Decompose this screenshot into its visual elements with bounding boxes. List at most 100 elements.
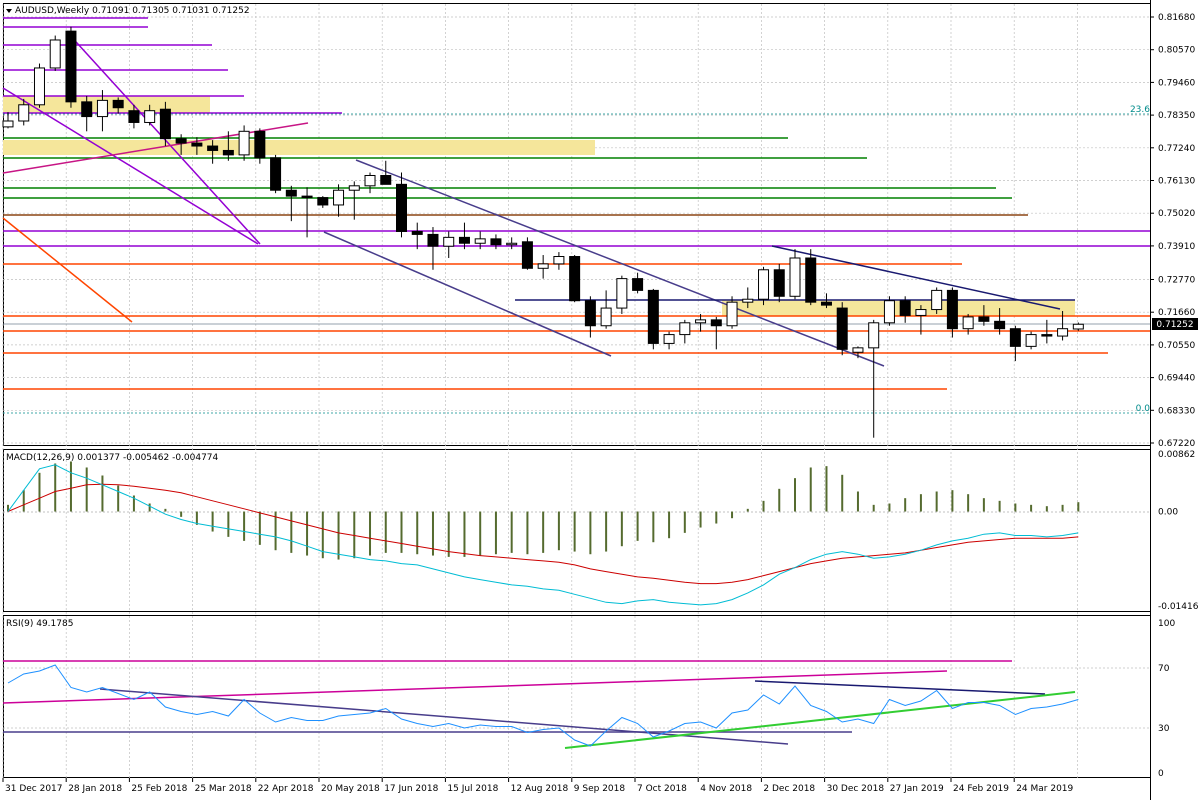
candle-bull [962, 316, 974, 330]
candle-bull [852, 347, 864, 353]
time-tick-label: 12 Aug 2018 [511, 784, 569, 794]
rsi-axis: 100 70 30 0 [1158, 619, 1175, 779]
candle-bull [600, 307, 612, 327]
rsi-tick-label: 0 [1158, 769, 1164, 779]
time-tick-label: 15 Jul 2018 [447, 784, 498, 794]
candle-bull [868, 322, 880, 349]
time-tick-label: 2 Dec 2018 [763, 784, 815, 794]
supply-zone-middle [3, 140, 595, 155]
macd-axis: 0.00862 0.00 -0.01416 [1158, 450, 1199, 612]
candle-bear [584, 300, 596, 327]
price-tick-label: 0.72770 [1158, 275, 1195, 285]
price-tick-label: 0.73910 [1158, 242, 1195, 252]
candle-bear [270, 157, 282, 191]
candle-bear [490, 238, 502, 246]
fib-label-0-0: 0.0 [1136, 404, 1151, 414]
candle-bull [789, 257, 801, 297]
candle-bear [899, 300, 911, 316]
candle-bull [49, 39, 61, 69]
rsi-tick-label: 70 [1158, 664, 1170, 674]
rsi-falling-navy-line [99, 688, 789, 745]
rsi-line [7, 664, 1079, 747]
candle-bull [96, 99, 108, 118]
macd-tick-label: 0.00 [1158, 508, 1178, 518]
price-tick-label: 0.67220 [1158, 439, 1195, 449]
time-tick-label: 30 Dec 2018 [827, 784, 885, 794]
time-tick-label: 27 Jan 2019 [890, 784, 944, 794]
candle-bull [553, 256, 565, 265]
macd-title: MACD(12,26,9) 0.001377 -0.005462 -0.0047… [6, 453, 219, 463]
candle-bull [915, 309, 927, 316]
candle-bear [836, 307, 848, 350]
candle-bear [128, 110, 140, 123]
candle-bull [695, 319, 707, 324]
candle-bull [33, 67, 45, 106]
time-tick-label: 20 May 2018 [321, 784, 380, 794]
rsi-green-trendline [564, 691, 1076, 749]
time-tick-label: 25 Mar 2018 [195, 784, 252, 794]
candle-bull [238, 130, 250, 156]
candle-bear [1041, 334, 1053, 337]
candle-bear [207, 145, 219, 151]
time-tick-label: 17 Jun 2018 [384, 784, 438, 794]
navy-channel-upper [355, 159, 885, 367]
candle-bear [285, 189, 297, 197]
macd-tick-label: -0.01416 [1158, 602, 1199, 612]
candle-bear [946, 289, 958, 330]
candle-bear [222, 149, 234, 156]
time-tick-label: 31 Dec 2017 [5, 784, 63, 794]
price-tick-label: 0.79460 [1158, 78, 1195, 88]
candle-bull [506, 242, 518, 246]
candle-bull [144, 110, 156, 123]
macd-histogram [7, 461, 1080, 560]
candle-bull [1025, 334, 1037, 347]
candle-bear [805, 257, 817, 303]
time-tick-label: 22 Apr 2018 [258, 784, 314, 794]
candle-bear [994, 320, 1006, 330]
price-tick-label: 0.80570 [1158, 46, 1195, 56]
candle-bear [647, 289, 659, 344]
candle-bear [710, 319, 722, 327]
symbol-menu-arrow-icon[interactable] [6, 9, 12, 13]
candle-bull [1057, 328, 1069, 337]
candle-bear [569, 256, 581, 302]
fib-label-23-6: 23.6 [1130, 105, 1150, 115]
price-tick-label: 0.71660 [1158, 308, 1195, 318]
rsi-descending-line [754, 680, 1046, 695]
candle-bull [364, 174, 376, 187]
rsi-rising-magenta-line [2, 670, 948, 704]
time-tick-label: 24 Mar 2019 [1016, 784, 1073, 794]
grid [2, 4, 1150, 778]
candle-bull [443, 236, 455, 247]
resistance-zone [722, 300, 1075, 316]
navy-channel-lower [323, 231, 612, 357]
candles [2, 26, 1084, 438]
price-tick-label: 0.76130 [1158, 177, 1195, 187]
candle-bull [726, 301, 738, 327]
price-tick-label: 0.75020 [1158, 209, 1195, 219]
price-tick-label: 0.70550 [1158, 341, 1195, 351]
candle-bull [1072, 323, 1084, 330]
purple-channel-lower [2, 87, 259, 245]
candle-bear [159, 108, 171, 140]
price-tick-label: 0.81680 [1158, 13, 1195, 23]
candle-bear [411, 230, 423, 235]
candle-bear [380, 174, 392, 185]
price-tick-label: 0.68330 [1158, 406, 1195, 416]
candle-bull [474, 238, 486, 244]
macd-main-line [7, 464, 1079, 606]
rsi-tick-label: 30 [1158, 724, 1170, 734]
rsi-title: RSI(9) 49.1785 [6, 619, 73, 629]
candle-bear [632, 278, 644, 291]
rsi-tick-label: 100 [1158, 619, 1175, 629]
candle-bear [773, 269, 785, 297]
time-axis: 31 Dec 2017 28 Jan 2018 25 Feb 2018 25 Mar … [2, 778, 1074, 794]
candle-bear [317, 197, 329, 206]
candle-bear [978, 316, 990, 322]
candle-bull [663, 334, 675, 344]
candle-bear [112, 99, 124, 109]
candle-bear [65, 30, 77, 103]
time-tick-label: 28 Jan 2018 [68, 784, 122, 794]
